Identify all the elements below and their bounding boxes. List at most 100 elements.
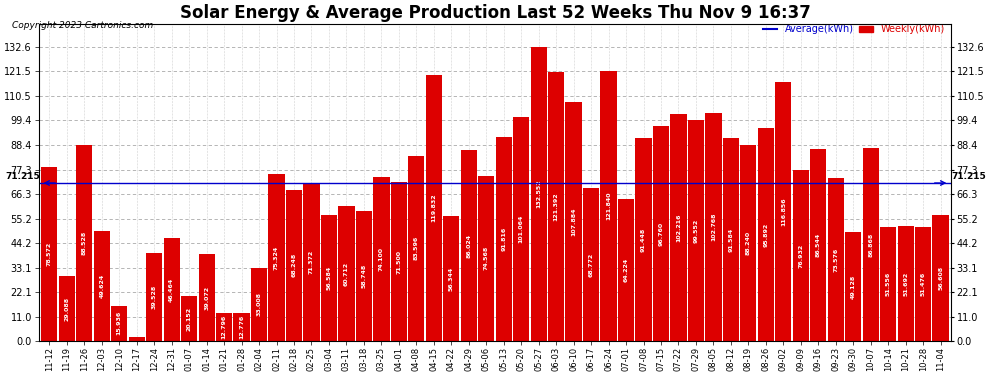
Text: 107.884: 107.884 — [571, 207, 576, 236]
Bar — [880, 226, 896, 341]
Text: 102.216: 102.216 — [676, 213, 681, 242]
Bar — [793, 170, 809, 341]
Text: 99.552: 99.552 — [693, 219, 698, 243]
Bar — [373, 177, 389, 341]
Text: 119.832: 119.832 — [432, 194, 437, 222]
Text: 71.500: 71.500 — [396, 250, 401, 274]
Bar — [303, 183, 320, 341]
Text: 101.064: 101.064 — [519, 215, 524, 243]
Text: 71.372: 71.372 — [309, 250, 314, 274]
Bar — [478, 176, 494, 341]
Text: 71.215: 71.215 — [951, 172, 986, 181]
Text: 56.584: 56.584 — [327, 266, 332, 290]
Text: 49.128: 49.128 — [850, 274, 855, 298]
Bar — [216, 313, 233, 341]
Text: 58.748: 58.748 — [361, 264, 366, 288]
Text: 71.215: 71.215 — [5, 172, 40, 181]
Text: 86.544: 86.544 — [816, 233, 821, 257]
Bar — [741, 145, 756, 341]
Text: 132.552: 132.552 — [537, 180, 542, 208]
Bar — [181, 296, 197, 341]
Bar — [496, 137, 512, 341]
Bar — [147, 254, 162, 341]
Bar — [757, 128, 774, 341]
Bar — [199, 254, 215, 341]
Text: 76.932: 76.932 — [798, 243, 803, 268]
Bar — [268, 174, 285, 341]
Bar — [828, 178, 843, 341]
Bar — [705, 113, 722, 341]
Bar — [898, 226, 914, 341]
Bar — [391, 182, 407, 341]
Text: 73.576: 73.576 — [834, 247, 839, 272]
Bar — [76, 145, 92, 341]
Bar — [583, 188, 599, 341]
Bar — [915, 227, 932, 341]
Text: 64.224: 64.224 — [624, 258, 629, 282]
Bar — [94, 231, 110, 341]
Bar — [565, 102, 582, 341]
Text: 51.556: 51.556 — [886, 272, 891, 296]
Text: 91.816: 91.816 — [501, 227, 506, 251]
Text: 15.936: 15.936 — [117, 311, 122, 336]
Bar — [531, 47, 546, 341]
Text: 39.072: 39.072 — [204, 286, 209, 310]
Text: 39.528: 39.528 — [151, 285, 156, 309]
Bar — [250, 268, 267, 341]
Text: 60.712: 60.712 — [344, 262, 348, 286]
Text: 86.024: 86.024 — [466, 234, 471, 258]
Bar — [862, 148, 879, 341]
Bar — [111, 306, 128, 341]
Bar — [426, 75, 442, 341]
Bar — [355, 211, 372, 341]
Bar — [286, 190, 302, 341]
Bar — [513, 117, 530, 341]
Text: Copyright 2023 Cartronics.com: Copyright 2023 Cartronics.com — [12, 21, 153, 30]
Bar — [618, 198, 635, 341]
Bar — [42, 166, 57, 341]
Bar — [321, 216, 337, 341]
Text: 51.692: 51.692 — [903, 272, 908, 296]
Text: 56.344: 56.344 — [448, 266, 453, 291]
Text: 12.776: 12.776 — [239, 315, 245, 339]
Bar — [723, 138, 739, 341]
Text: 88.528: 88.528 — [82, 231, 87, 255]
Bar — [460, 150, 477, 341]
Bar — [933, 215, 948, 341]
Text: 74.100: 74.100 — [379, 247, 384, 271]
Text: 49.624: 49.624 — [99, 274, 104, 298]
Text: 68.772: 68.772 — [589, 253, 594, 277]
Bar — [652, 126, 669, 341]
Bar — [163, 238, 180, 341]
Title: Solar Energy & Average Production Last 52 Weeks Thu Nov 9 16:37: Solar Energy & Average Production Last 5… — [179, 4, 811, 22]
Text: 116.856: 116.856 — [781, 197, 786, 226]
Text: 86.868: 86.868 — [868, 232, 873, 257]
Text: 83.596: 83.596 — [414, 236, 419, 260]
Text: 121.840: 121.840 — [606, 192, 611, 220]
Text: 96.760: 96.760 — [658, 222, 663, 246]
Bar — [234, 313, 249, 341]
Text: 88.240: 88.240 — [745, 231, 750, 255]
Bar — [688, 120, 704, 341]
Bar — [129, 337, 145, 341]
Text: 12.796: 12.796 — [222, 315, 227, 339]
Bar — [58, 276, 75, 341]
Bar — [548, 72, 564, 341]
Text: 91.584: 91.584 — [729, 227, 734, 252]
Text: 56.608: 56.608 — [939, 266, 943, 290]
Bar — [444, 216, 459, 341]
Text: 20.152: 20.152 — [187, 307, 192, 331]
Bar — [810, 149, 827, 341]
Text: 95.892: 95.892 — [763, 222, 768, 247]
Text: 51.476: 51.476 — [921, 272, 926, 296]
Text: 78.572: 78.572 — [47, 242, 51, 266]
Text: 33.008: 33.008 — [256, 292, 261, 316]
Bar — [339, 206, 354, 341]
Text: 74.568: 74.568 — [484, 246, 489, 270]
Bar — [845, 232, 861, 341]
Bar — [601, 70, 617, 341]
Text: 121.392: 121.392 — [553, 192, 558, 220]
Text: 29.088: 29.088 — [64, 297, 69, 321]
Text: 102.768: 102.768 — [711, 213, 716, 241]
Text: 68.248: 68.248 — [291, 253, 296, 278]
